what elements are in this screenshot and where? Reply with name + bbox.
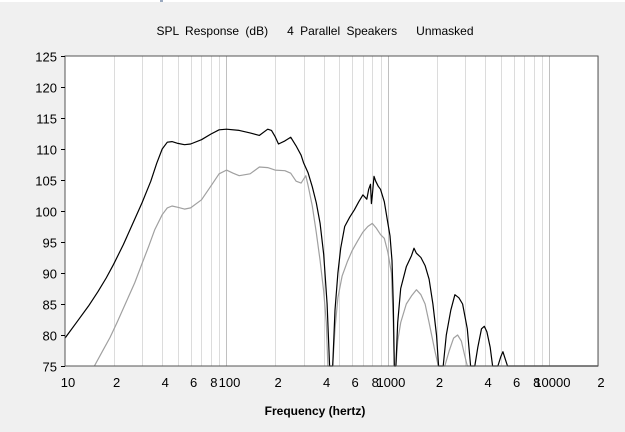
x-tick-label: 10	[61, 375, 75, 390]
y-tick-label: 85	[43, 298, 57, 313]
y-tick-label: 115	[36, 112, 57, 127]
x-axis-label: Frequency (hertz)	[264, 404, 366, 418]
y-axis: 75 80 85 90 95 100 105 110 115 120 125	[35, 50, 65, 375]
window-top-edge	[0, 0, 625, 2]
x-tick-label: 4	[323, 375, 330, 390]
plot-area	[65, 56, 598, 366]
x-tick-label: 6	[513, 375, 520, 390]
x-tick-label: 2	[274, 375, 281, 390]
y-tick-label: 95	[43, 236, 57, 251]
x-tick-label: 8	[210, 375, 217, 390]
x-tick-label: 10000	[534, 375, 570, 390]
y-tick-label: 80	[43, 329, 57, 344]
x-tick-label: 1000	[376, 375, 405, 390]
series-line-primary	[64, 128, 598, 367]
x-tick-label: 2	[113, 375, 120, 390]
x-tick-label: 6	[351, 375, 358, 390]
x-tick-label: 6	[190, 375, 197, 390]
y-tick-label: 100	[35, 205, 57, 220]
y-tick-label: 125	[35, 50, 57, 65]
y-tick-label: 90	[43, 267, 57, 282]
x-tick-label: 100	[219, 375, 241, 390]
y-tick-label: 105	[35, 174, 57, 189]
x-tick-label: 2	[436, 375, 443, 390]
x-tick-label: 4	[485, 375, 492, 390]
x-tick-label: 8	[372, 375, 379, 390]
window-top-edge-mark	[160, 0, 163, 2]
y-tick-label: 75	[43, 360, 57, 375]
y-tick-label: 110	[36, 143, 57, 158]
chart-title: SPL Response (dB) 4 Parallel Speakers Un…	[156, 24, 474, 38]
x-tick-label: 4	[162, 375, 169, 390]
x-tick-label: 8	[533, 375, 540, 390]
x-tick-label: 2	[597, 375, 604, 390]
y-tick-label: 120	[35, 81, 57, 96]
